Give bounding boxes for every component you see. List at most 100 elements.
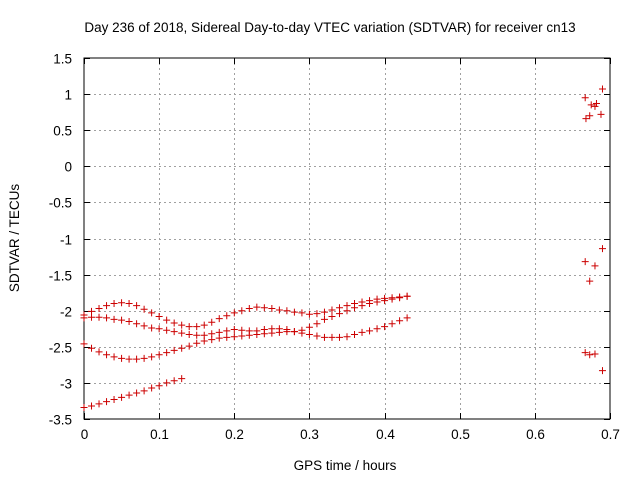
data-point [586,351,594,359]
data-point [328,306,336,314]
data-point [245,305,253,313]
data-point [80,314,88,322]
data-point [103,351,111,359]
data-point [88,402,96,410]
data-point [298,309,306,317]
data-point [88,313,96,321]
data-point [358,328,366,336]
data-point [598,85,606,93]
y-tick-label: 1.5 [53,52,72,67]
data-point [223,333,231,341]
data-point [185,323,193,331]
data-point [320,308,328,316]
data-point [103,302,111,310]
data-point [320,333,328,341]
data-point [215,334,223,342]
data-point [110,396,118,404]
data-point [110,299,118,307]
x-axis-label: GPS time / hours [294,458,397,473]
data-point [95,348,103,356]
data-point [88,344,96,352]
data-point [215,315,223,323]
data-point [133,389,141,397]
x-tick-label: 0.6 [526,427,545,442]
data-point [268,305,276,313]
data-point [403,292,411,300]
y-tick-label: 1 [64,88,72,103]
data-point [283,307,291,315]
data-point [125,391,133,399]
y-tick-label: 0 [64,160,72,175]
data-point [148,309,156,317]
data-point [125,355,133,363]
data-point [125,318,133,326]
data-point [148,324,156,332]
data-point [193,331,201,339]
data-point [581,94,589,102]
y-tick-label: -1.5 [49,269,72,284]
data-point [313,320,321,328]
data-point [268,329,276,337]
data-point [223,327,231,335]
data-point [591,350,599,358]
data-points [80,85,606,411]
x-tick-label: 0 [81,427,89,442]
data-point [193,339,201,347]
data-point [335,310,343,318]
data-point [587,101,595,109]
data-point [230,333,238,341]
data-point [305,331,313,339]
data-point [582,115,590,123]
data-point [283,328,291,336]
data-point [118,354,126,362]
x-tick-label: 0.7 [601,427,620,442]
data-point [366,327,374,335]
data-point [185,342,193,350]
data-point [396,294,404,302]
data-point [103,398,111,406]
data-point [148,384,156,392]
data-point [185,331,193,339]
data-point [103,314,111,322]
data-point [290,328,298,336]
x-tick-label: 0.1 [150,427,169,442]
data-point [592,99,600,107]
data-point [373,298,381,306]
data-point [581,349,589,357]
series-track-b [80,313,411,341]
data-point [597,110,605,118]
data-point [313,310,321,318]
data-point [110,353,118,361]
data-point [581,258,589,266]
data-point [238,307,246,315]
axis-ticks: 0 0.1 0.2 0.3 0.4 0.5 0.6 0.7 -3.5 -3 -2.5 -2 -1.5 -1… [49,52,620,443]
series-track-d [80,375,186,411]
y-tick-label: -2.5 [49,341,72,356]
data-point [193,323,201,331]
data-point [238,332,246,340]
data-point [140,322,148,330]
series-cluster-top [581,85,606,123]
data-point [351,331,359,339]
series-cluster-bottom [581,349,606,375]
data-point [133,355,141,363]
data-point [155,312,163,320]
data-point [253,303,261,311]
data-point [403,314,411,322]
data-point [118,393,126,401]
data-point [381,323,389,331]
data-point [290,308,298,316]
data-point [118,316,126,324]
data-point [388,295,396,303]
data-point [125,299,133,307]
data-point [80,403,88,411]
data-point [140,354,148,362]
data-point [178,329,186,337]
data-point [313,332,321,340]
data-point [260,304,268,312]
y-tick-label: -3 [60,377,72,392]
data-point [170,377,178,385]
y-axis-label: SDTVAR / TECUs [7,184,22,293]
y-tick-label: -2 [60,305,72,320]
data-point [373,325,381,333]
